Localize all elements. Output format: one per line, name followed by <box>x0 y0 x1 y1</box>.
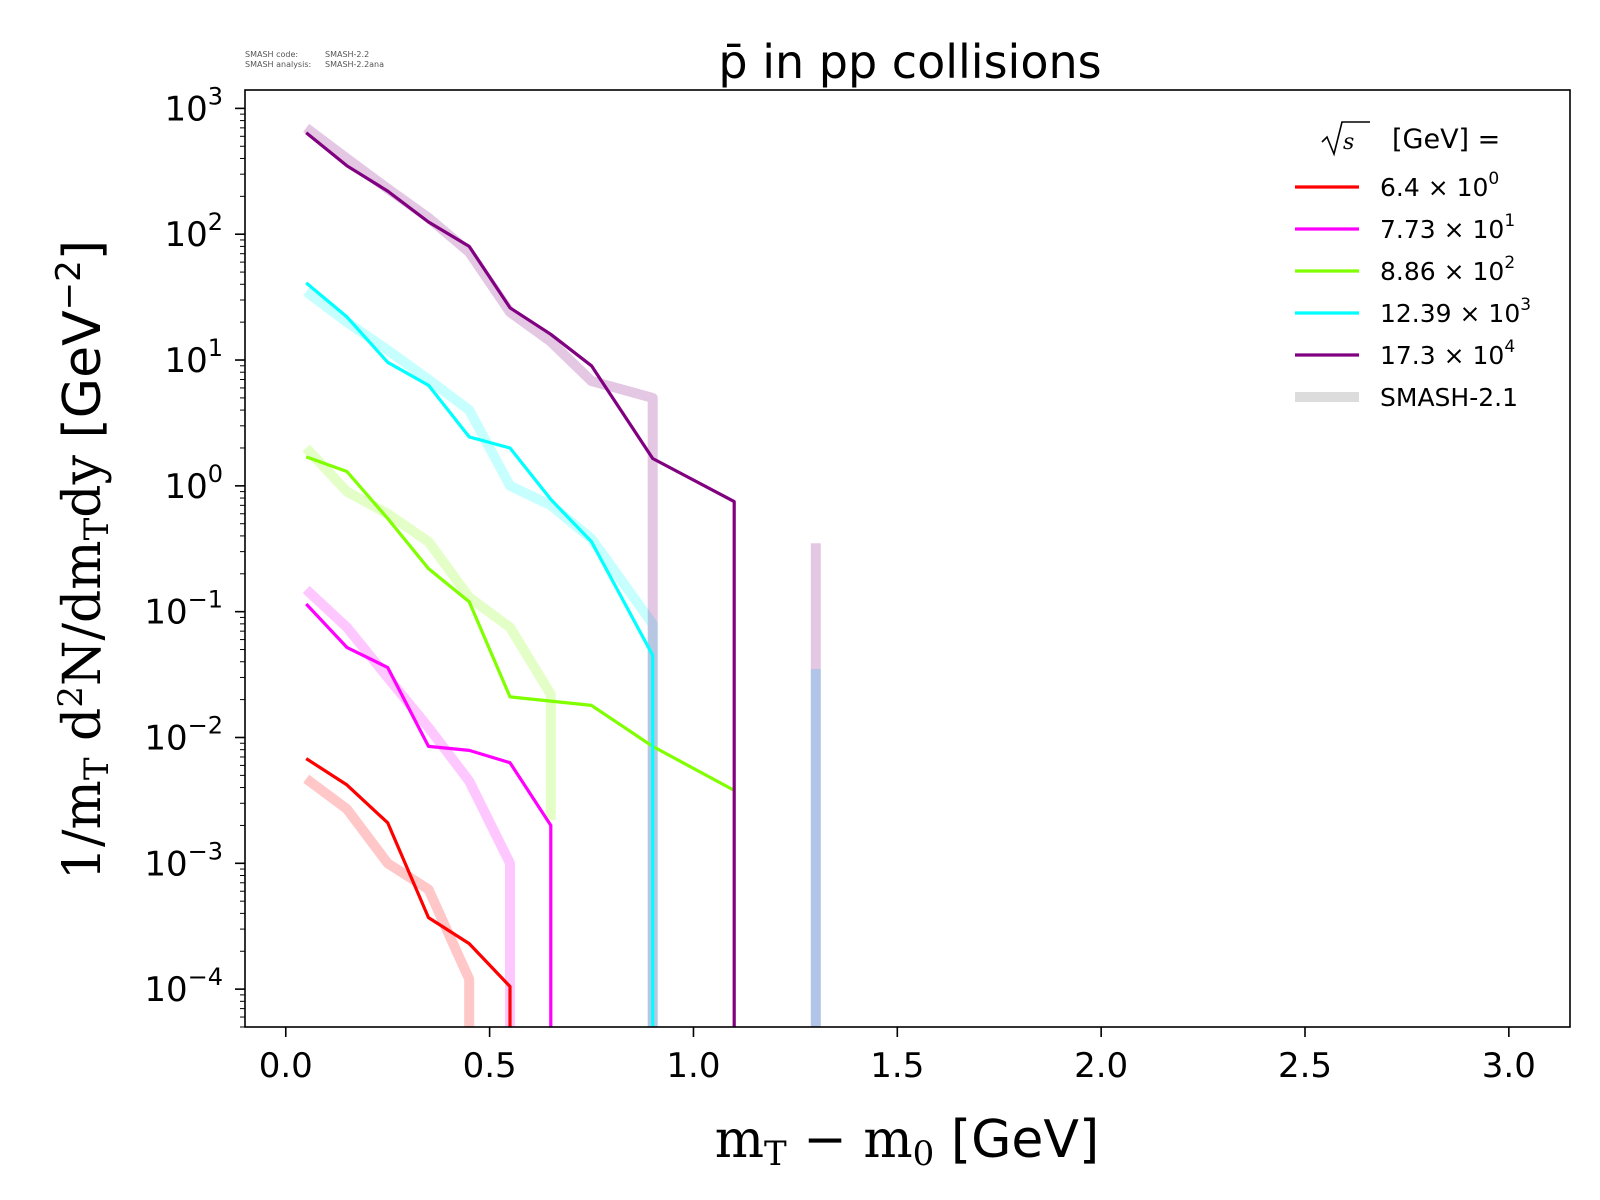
series-line-7-73-10-1 <box>305 602 553 1027</box>
x-tick-label: 0.0 <box>259 1046 313 1086</box>
legend-entry-label: SMASH-2.1 <box>1380 383 1518 412</box>
reference-line-2 <box>302 585 515 1027</box>
legend-entry-label: 7.73 × 101 <box>1380 211 1515 244</box>
x-tick-label: 2.0 <box>1074 1046 1128 1086</box>
legend: [GeV] = s 6.4 × 100 7.73 × 101 8.86 × 102 12.… <box>1295 121 1531 412</box>
series-line-12-39-10-3 <box>305 281 655 1027</box>
x-axis: 0.0 0.5 1.0 1.5 2.0 2.5 3.0 <box>259 1027 1536 1086</box>
legend-entry-label: 17.3 × 104 <box>1380 337 1515 370</box>
code-info: SMASH code: SMASH-2.2 SMASH analysis: SMAS… <box>245 50 384 69</box>
y-tick-label: 101 <box>164 334 223 381</box>
x-tick-label: 1.5 <box>870 1046 924 1086</box>
y-axis: 10−4 10−3 10−2 10−1 100 101 102 103 <box>144 82 245 1028</box>
reference-line-5 <box>303 123 658 1027</box>
y-tick-label: 10−2 <box>144 711 223 758</box>
series-line-17-3-10-4 <box>305 131 736 1027</box>
reference-series-layer <box>302 123 821 1027</box>
x-axis-label: mT − m0 [GeV] <box>715 1110 1100 1174</box>
y-tick-label: 100 <box>164 460 223 507</box>
reference-line-4 <box>303 287 658 1027</box>
x-tick-label: 2.5 <box>1278 1046 1332 1086</box>
series-layer <box>305 131 736 1027</box>
y-tick-label: 10−3 <box>144 837 223 884</box>
series-line-8-86-10-2 <box>305 455 735 792</box>
y-tick-label: 103 <box>164 82 223 129</box>
x-tick-label: 1.0 <box>666 1046 720 1086</box>
y-axis-label: 1/mT d2N/dmTdy [GeV−2] <box>49 240 117 880</box>
code-info-line-2: SMASH analysis: SMASH-2.2ana <box>245 60 384 69</box>
x-tick-label: 3.0 <box>1482 1046 1536 1086</box>
legend-entry-label: 8.86 × 102 <box>1380 253 1515 286</box>
y-tick-label: 10−4 <box>144 963 223 1010</box>
reference-line-1 <box>303 774 475 1027</box>
legend-entry-label: 12.39 × 103 <box>1380 295 1531 328</box>
y-tick-label: 10−1 <box>144 586 223 633</box>
legend-entry-label: 6.4 × 100 <box>1380 169 1499 202</box>
series-line-6-4-10-0 <box>305 757 512 1027</box>
y-tick-label: 102 <box>164 208 223 255</box>
sqrt-icon <box>1321 121 1370 157</box>
plot-frame <box>244 89 1571 1028</box>
reference-line-3 <box>302 444 556 821</box>
x-tick-label: 0.5 <box>463 1046 517 1086</box>
legend-title: [GeV] = <box>1392 124 1500 155</box>
chart-title: p̄ in pp collisions <box>718 35 1101 89</box>
sqrt-s-symbol: s <box>1343 130 1354 155</box>
code-info-line-1: SMASH code: SMASH-2.2 <box>245 50 369 59</box>
